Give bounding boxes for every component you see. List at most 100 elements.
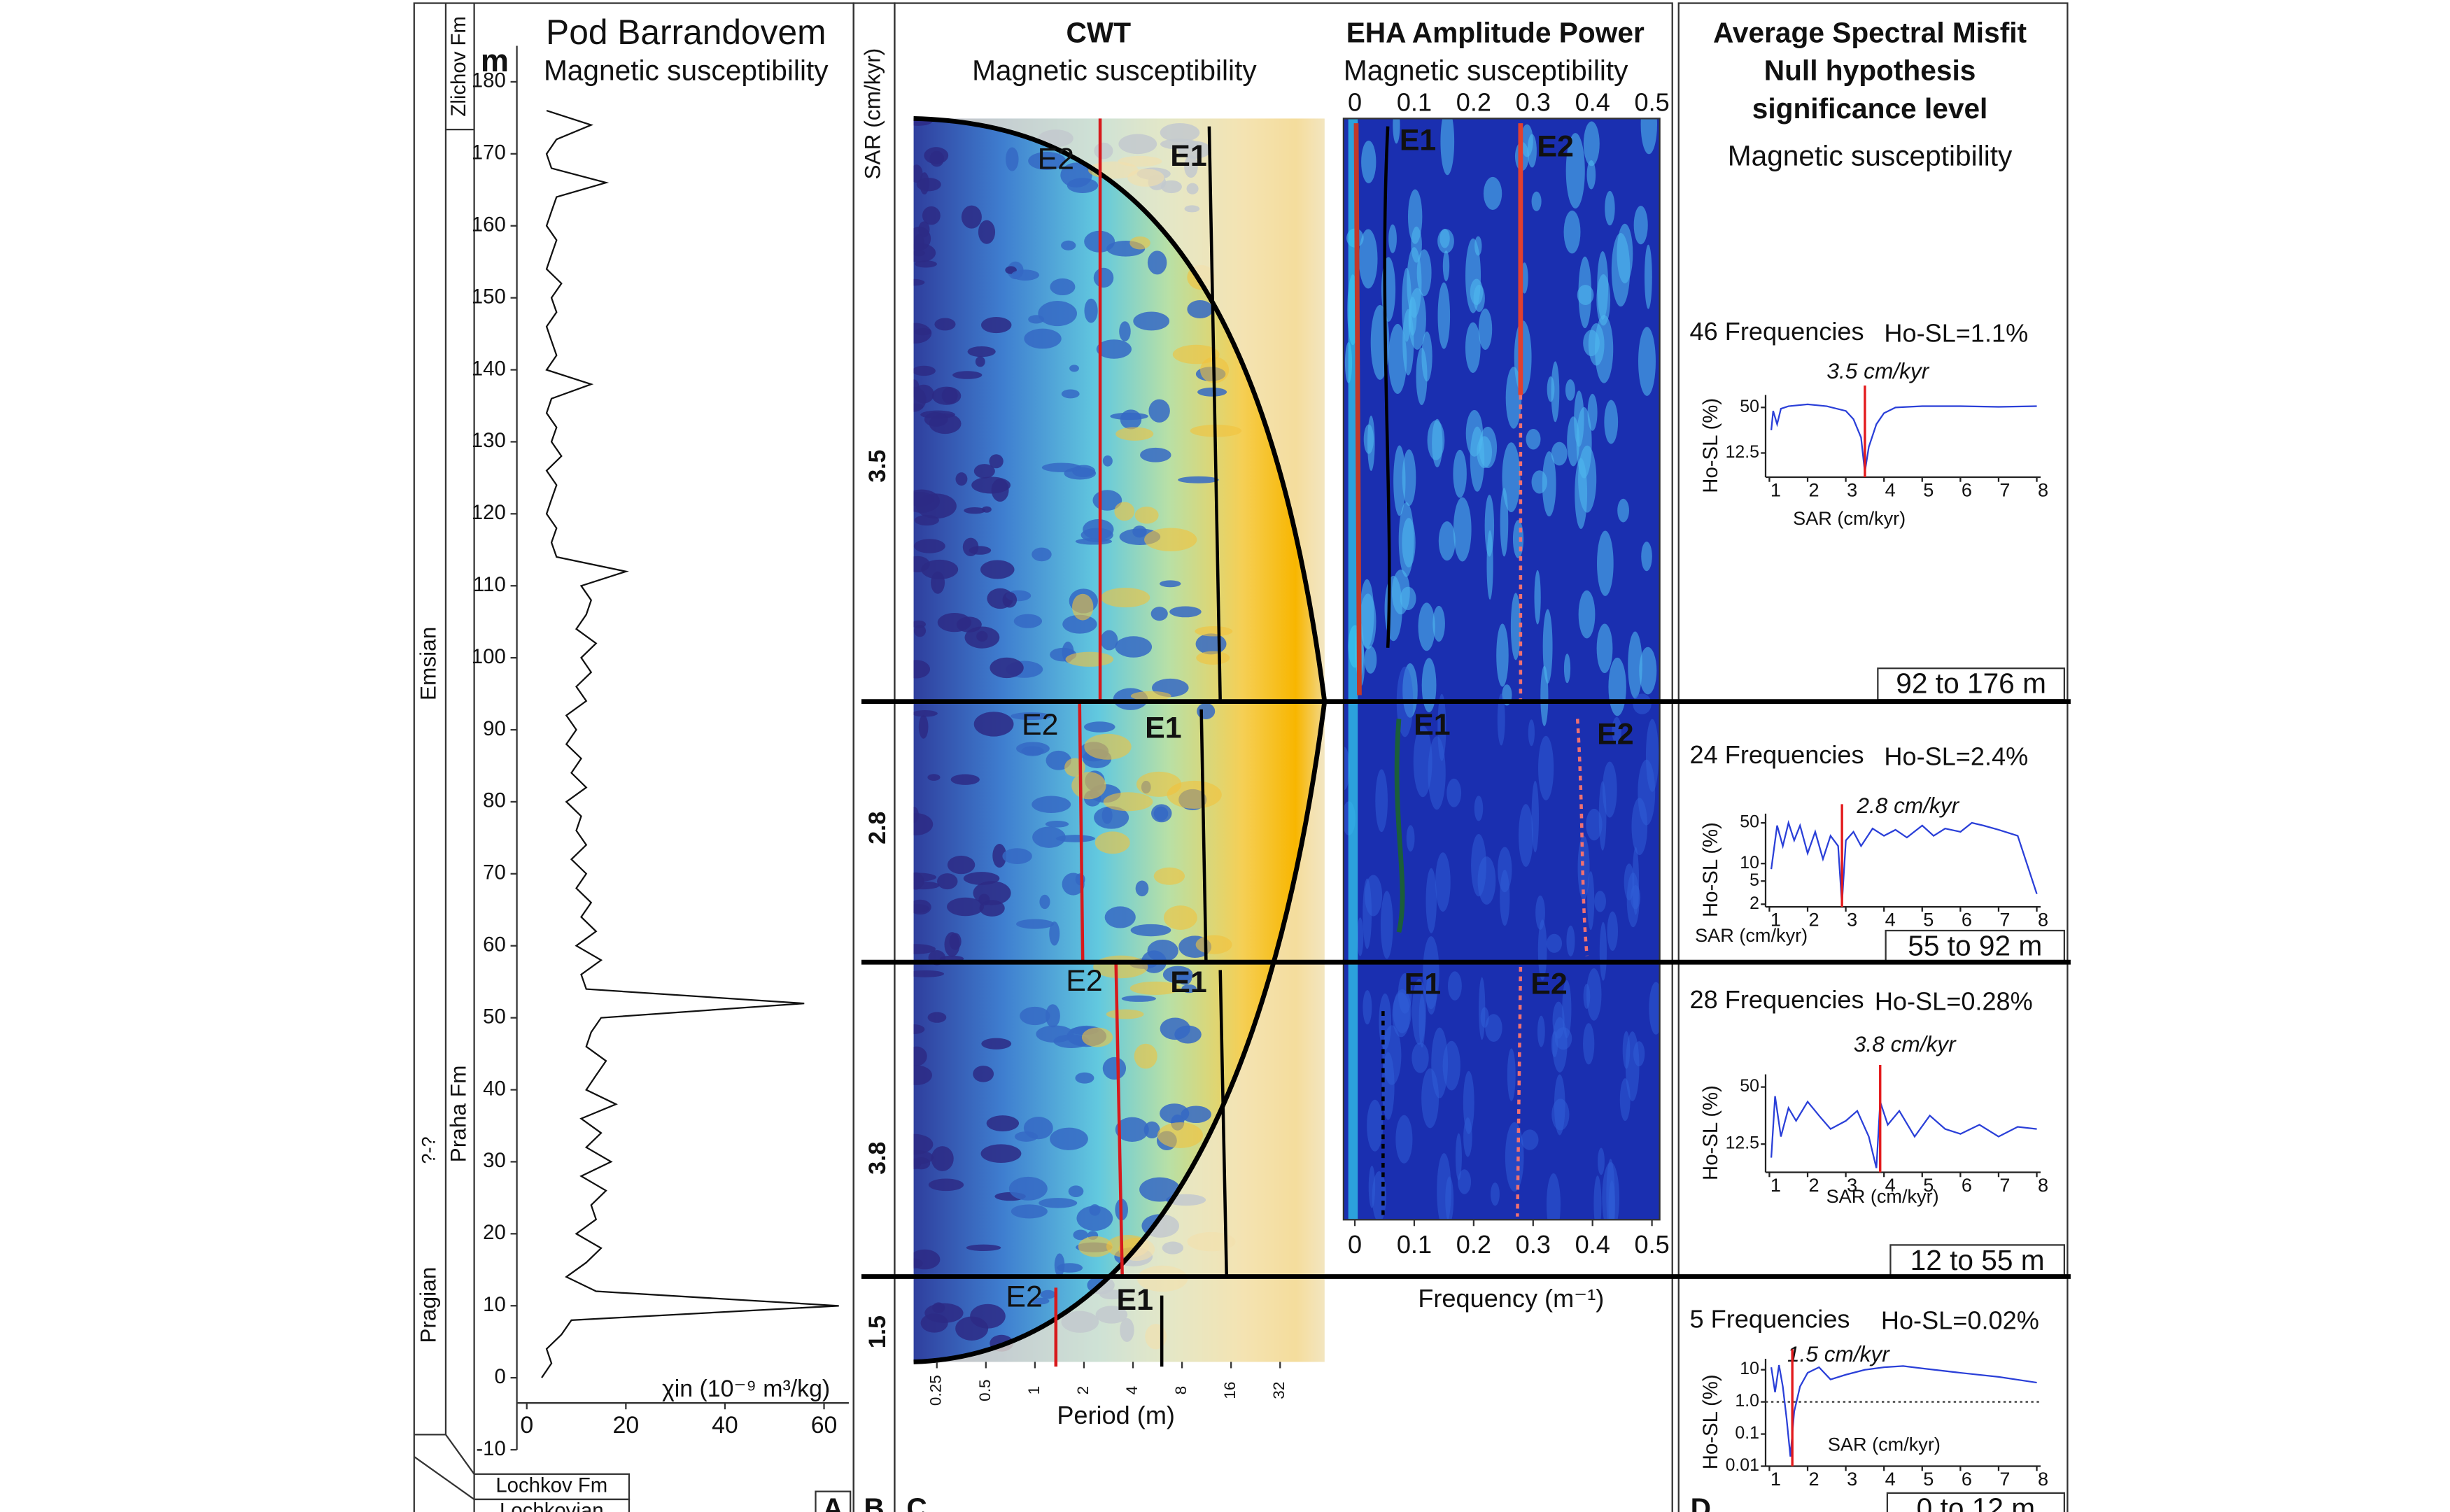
panel-c-frame [894, 2, 1673, 1512]
cwt-texture [1024, 328, 1062, 349]
band-label: E1 [1117, 1283, 1153, 1317]
eha-texture [1474, 796, 1484, 821]
y-axis-label: Ho-SL (%) [1699, 1374, 1722, 1469]
x-tick-label: 0.2 [1456, 88, 1491, 117]
panel-result: Ho-SL=1.1% [1884, 318, 2028, 347]
cwt-texture [952, 371, 983, 379]
eha-texture [1423, 936, 1439, 1010]
x-tick-label: 0.4 [1575, 88, 1610, 117]
y-tick-label: 30 [483, 1149, 506, 1172]
annotation: 1.5 cm/kyr [1787, 1341, 1890, 1366]
cwt-texture [913, 660, 931, 679]
cwt-texture [913, 813, 934, 835]
cwt-texture [1081, 1027, 1113, 1047]
misfit-line [1770, 1364, 2037, 1457]
y-tick-label: 100 [472, 645, 506, 668]
y-tick-label: 130 [472, 429, 506, 452]
eha-texture [1463, 1071, 1474, 1134]
eha-texture [1453, 449, 1467, 498]
band-label: E2 [1597, 718, 1633, 751]
range-label: 55 to 92 m [1908, 930, 2042, 962]
eha-texture [1577, 285, 1594, 305]
eha-texture [1496, 623, 1509, 687]
chart-subtitle: Magnetic susceptibility [1344, 55, 1628, 87]
eha-texture [1411, 1043, 1429, 1073]
eha-texture [1608, 657, 1626, 716]
x-tick-label: 0.25 [927, 1375, 945, 1406]
eha-texture [1593, 1175, 1602, 1220]
eha-texture [1566, 925, 1575, 956]
cwt-texture [1150, 607, 1168, 621]
misfit-line [1770, 403, 2037, 472]
cwt-texture [931, 1146, 954, 1171]
misfit-line [1770, 1096, 2037, 1168]
x-axis-label: Frequency (m⁻¹) [1418, 1284, 1604, 1313]
annotation: 2.8 cm/kyr [1856, 793, 1959, 818]
panel-result: Ho-SL=0.28% [1875, 987, 2033, 1015]
cwt-texture [1046, 1004, 1060, 1028]
y-tick-label: 0 [494, 1365, 505, 1388]
cwt-texture [913, 491, 934, 507]
cwt-texture [913, 624, 927, 637]
cwt-texture [913, 806, 919, 823]
cwt-texture [1096, 339, 1132, 359]
eha-texture [1583, 330, 1600, 357]
cwt-texture [914, 327, 931, 336]
eha-texture [1402, 449, 1416, 507]
eha-texture [1519, 804, 1533, 867]
x-tick-label: 2 [1809, 909, 1819, 931]
eha-texture [1638, 327, 1656, 396]
eha-texture [1594, 891, 1606, 912]
eha-texture [1398, 502, 1414, 577]
cwt-texture [989, 454, 1004, 469]
x-tick-label: 40 [712, 1412, 738, 1439]
cwt-texture [1160, 1103, 1190, 1124]
annotation: 3.8 cm/kyr [1854, 1031, 1957, 1057]
cwt-texture [1006, 147, 1019, 171]
cwt-texture [1163, 905, 1197, 931]
x-axis-label: Period (m) [1057, 1401, 1175, 1429]
band-label: E2 [1022, 708, 1058, 742]
x-tick-label: 8 [2038, 1468, 2048, 1490]
cwt-texture [1094, 806, 1129, 829]
eha-texture [1470, 278, 1484, 306]
x-tick-label: 3 [1847, 909, 1857, 931]
cwt-texture [992, 844, 1007, 868]
eha-texture [1583, 983, 1591, 1010]
eha-texture [1458, 1169, 1472, 1194]
eha-texture [1562, 980, 1572, 1038]
cwt-texture [1103, 792, 1153, 812]
band-label: E1 [1400, 124, 1436, 157]
x-tick-label: 4 [1123, 1386, 1141, 1395]
x-tick-label: 0 [520, 1412, 533, 1439]
eha-texture [1649, 982, 1660, 1035]
x-tick-label: 3 [1847, 1174, 1857, 1196]
panel-letter: C [906, 1492, 927, 1512]
panel-label: 5 Frequencies [1690, 1304, 1850, 1333]
eha-texture [1393, 445, 1406, 516]
eha-texture [1393, 989, 1412, 1033]
cwt-texture [961, 205, 982, 229]
cwt-texture [973, 464, 995, 479]
cwt-texture [913, 365, 936, 376]
cwt-texture [1169, 606, 1202, 618]
cwt-texture [931, 386, 962, 405]
cwt-image [913, 118, 1325, 1362]
y-tick-label: 0.01 [1726, 1456, 1759, 1475]
cwt-texture [1160, 580, 1181, 588]
cwt-texture [913, 226, 931, 251]
cwt-texture [1160, 1017, 1190, 1040]
cwt-texture [1068, 1185, 1084, 1197]
panel-d-frame [1677, 2, 2069, 1512]
cwt-texture [913, 1024, 925, 1035]
cwt-texture [1148, 399, 1170, 423]
cwt-texture [932, 1302, 945, 1313]
cwt-texture [978, 893, 990, 906]
cwt-texture [913, 872, 937, 882]
y-axis-label: Ho-SL (%) [1699, 1085, 1722, 1180]
eha-texture [1437, 282, 1451, 349]
cwt-texture [1196, 651, 1230, 665]
cwt-texture [1115, 636, 1153, 658]
eha-texture [1483, 176, 1502, 210]
cwt-texture [980, 316, 1012, 334]
